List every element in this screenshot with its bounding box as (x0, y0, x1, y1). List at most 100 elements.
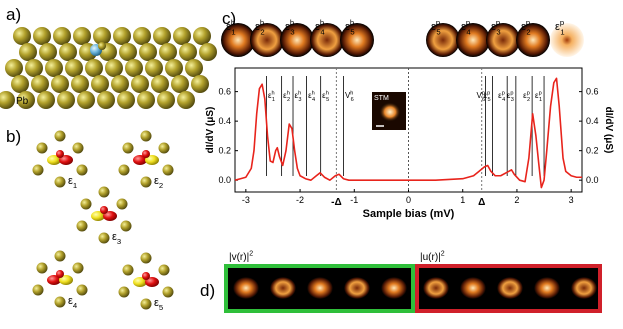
label-sub: 1 (272, 97, 275, 103)
u-image (423, 277, 449, 299)
label-sup: h (326, 90, 329, 96)
label-sup: p (466, 18, 470, 27)
state-line-label: εp 3 (507, 90, 514, 103)
label-sub: 4 (466, 27, 471, 36)
gap-label: Δ (478, 197, 485, 208)
orbital-lobe (145, 155, 159, 165)
cluster-atom (36, 262, 48, 274)
cluster-atom (120, 220, 132, 232)
pb-atom (59, 43, 77, 61)
state-line-label: εh 3 (295, 90, 302, 103)
v-image (270, 277, 296, 299)
label-base: ε (226, 21, 231, 33)
state-label: ε1 (68, 175, 77, 190)
state-image (221, 23, 255, 57)
label-base: ε (283, 91, 287, 100)
pb-atom (125, 59, 143, 77)
label-base: ε (491, 21, 496, 33)
label-sup: p (526, 18, 530, 27)
cluster-atom (118, 164, 130, 176)
y-tick-label: 0.2 (218, 146, 231, 156)
orbital-lobe (103, 211, 117, 221)
y2-tick-label: 0.0 (586, 175, 599, 185)
cluster-atom (140, 130, 152, 142)
label-sup: h (320, 18, 324, 27)
label-sub: 5 (487, 97, 490, 103)
label-sub: 1 (73, 181, 77, 190)
label-sub: 1 (560, 27, 564, 36)
cluster-atom (32, 284, 44, 296)
label-base: V (345, 91, 351, 100)
state-image (426, 23, 460, 57)
label-sub: 5 (159, 303, 163, 312)
v-image (233, 277, 259, 299)
pb-atom (25, 59, 43, 77)
pb-atom (173, 27, 191, 45)
v-image (344, 277, 370, 299)
label-sup: p (502, 90, 505, 96)
label-sup: p (539, 90, 542, 96)
pb-atom (77, 91, 95, 109)
pb-atom (11, 75, 29, 93)
cluster-atom (162, 286, 174, 298)
pb-atom (97, 91, 115, 109)
y-tick-label: 0.6 (218, 87, 231, 97)
pb-atom (137, 91, 155, 109)
panel-label: d) (200, 281, 215, 300)
label-base: ε (285, 21, 290, 33)
pb-atom (93, 27, 111, 45)
label-sup: p (436, 18, 440, 27)
state-image (280, 23, 314, 57)
y-tick-label: 0.4 (218, 116, 231, 126)
image-label: εh 1 (226, 18, 236, 36)
label-sup: 2 (441, 251, 445, 258)
label-base: ε (308, 91, 312, 100)
v-image (307, 277, 333, 299)
orbital-lobe (59, 275, 73, 285)
label-sup: h (312, 90, 315, 96)
label-sub: 4 (73, 301, 78, 310)
x-tick-label: 1 (460, 195, 465, 205)
label-sup: h (260, 18, 264, 27)
image-label: εh 4 (315, 18, 325, 36)
cluster-atom (54, 250, 66, 262)
state-image (486, 23, 520, 57)
state-line-label: εp 1 (535, 90, 542, 103)
pb-atom (71, 75, 89, 93)
molecule-atom (98, 42, 106, 50)
cluster-atom (32, 164, 44, 176)
label-sup: p (527, 90, 530, 96)
x-tick-label: 0 (406, 195, 411, 205)
label-sub: 5 (326, 97, 329, 103)
pb-atom (19, 43, 37, 61)
cluster-atom (54, 130, 66, 142)
pb-atom (193, 27, 211, 45)
pb-atom (185, 59, 203, 77)
cluster-atom (72, 142, 84, 154)
pb-atom (117, 91, 135, 109)
image-label: εp 4 (461, 18, 471, 36)
pb-atom (133, 27, 151, 45)
label-text: |v(r)| (229, 252, 249, 263)
image-label: εh 3 (285, 18, 295, 36)
orbital-lobe (47, 155, 61, 165)
state-line-label: εp 5 (484, 90, 491, 103)
state-image (340, 23, 374, 57)
pb-atom (53, 27, 71, 45)
cluster-atom (76, 284, 88, 296)
label-sub: 1 (539, 97, 542, 103)
pb-atom (37, 91, 55, 109)
atom-label: Pb (16, 96, 29, 107)
cluster-atom (158, 142, 170, 154)
image-label: εp 1 (555, 18, 565, 36)
label-sup: h (298, 90, 301, 96)
cluster-atom (54, 296, 66, 308)
state-label: ε2 (154, 175, 163, 190)
cluster-atom (98, 186, 110, 198)
pb-atom (179, 43, 197, 61)
pb-atom (165, 59, 183, 77)
x-tick-label: -1 (350, 195, 358, 205)
pb-atom (33, 27, 51, 45)
label-base: ε (322, 91, 326, 100)
